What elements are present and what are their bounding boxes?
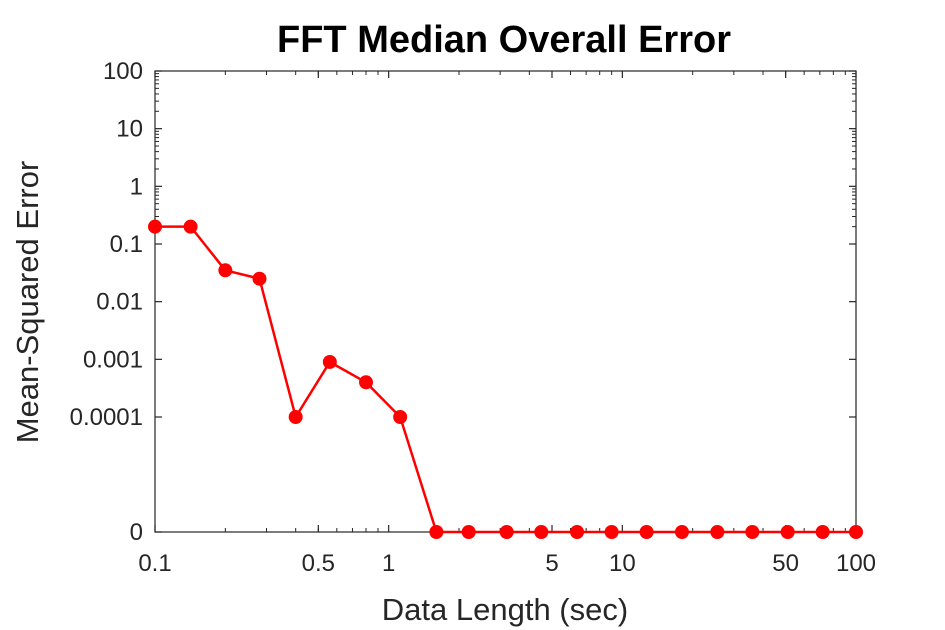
data-point: [815, 525, 830, 539]
x-tick-label: 50: [772, 550, 799, 577]
data-point: [218, 263, 233, 278]
x-axis-label: Data Length (sec): [382, 592, 628, 627]
minor-ticks: [155, 71, 856, 532]
y-tick-label: 0.001: [83, 346, 143, 373]
x-tick-label: 5: [545, 550, 558, 577]
data-point: [288, 410, 303, 424]
data-point: [148, 219, 162, 234]
data-point: [639, 525, 654, 539]
y-tick-label: 1: [130, 173, 143, 200]
data-point: [534, 525, 549, 539]
x-tick-label: 0.5: [302, 550, 335, 577]
data-point: [252, 271, 267, 286]
x-tick-label: 1: [382, 550, 395, 577]
data-point: [710, 525, 725, 539]
data-point: [780, 525, 795, 539]
data-point: [604, 525, 619, 539]
data-point: [570, 525, 585, 539]
series-layer: [148, 219, 863, 539]
y-tick-label: 0.01: [96, 289, 143, 316]
y-tick-label: 0: [130, 519, 143, 546]
x-tick-label: 0.1: [138, 550, 171, 577]
data-point: [429, 525, 444, 539]
data-point: [359, 375, 374, 390]
chart-title: FFT Median Overall Error: [277, 19, 731, 61]
y-axis-label: Mean-Squared Error: [10, 161, 45, 444]
y-tick-label: 100: [103, 58, 143, 85]
x-tick-label: 100: [836, 550, 876, 577]
y-axis: 0 0.0001 0.001 0.01 0.1 1 10 100: [70, 58, 856, 546]
y-tick-label: 0.1: [110, 231, 143, 258]
data-point: [183, 219, 198, 234]
data-point: [849, 525, 863, 539]
x-tick-label: 10: [609, 550, 636, 577]
data-point: [461, 525, 476, 539]
plot-area: [154, 70, 857, 533]
data-point: [674, 525, 689, 539]
data-point: [499, 525, 514, 539]
y-tick-label: 0.0001: [70, 404, 143, 431]
data-point: [745, 525, 760, 539]
y-tick-label: 10: [116, 116, 143, 143]
data-point: [393, 410, 408, 424]
data-point: [322, 354, 337, 369]
